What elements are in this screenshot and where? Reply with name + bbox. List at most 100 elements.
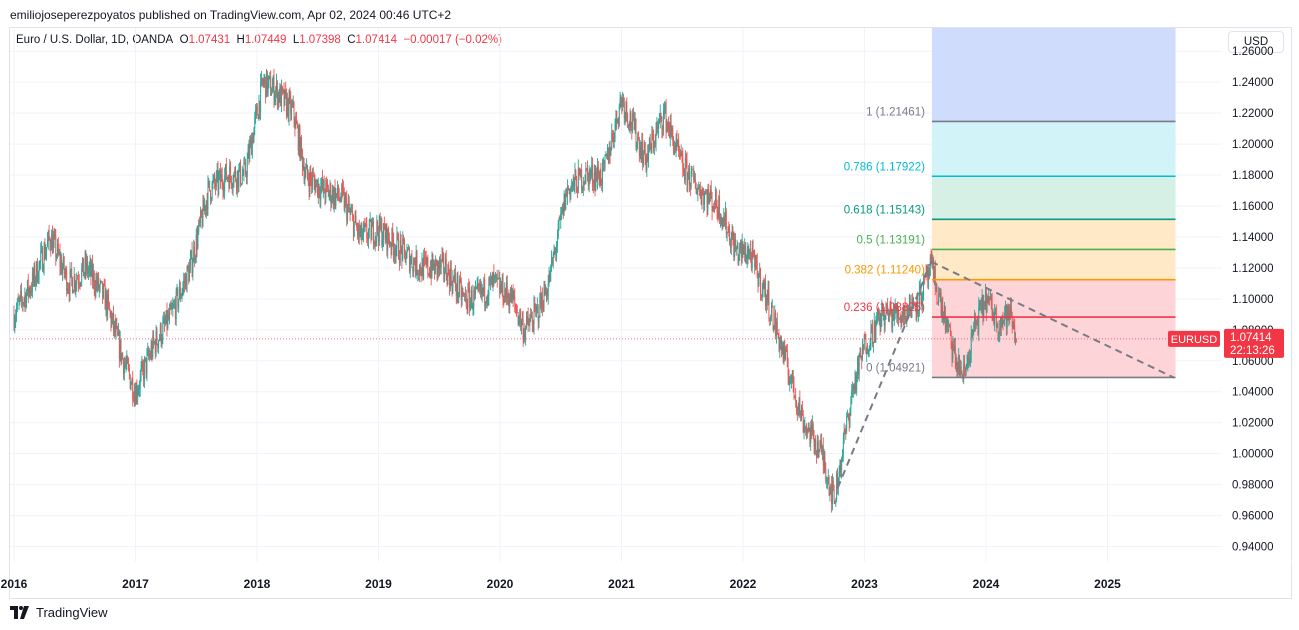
candle-body — [224, 175, 226, 192]
candle-body — [811, 424, 813, 433]
candle-body — [799, 398, 801, 413]
candle-body — [853, 385, 855, 390]
candle-body — [766, 295, 768, 302]
candle-body — [286, 93, 287, 116]
candle-body — [583, 181, 585, 183]
symbol-name[interactable]: Euro / U.S. Dollar, 1D, OANDA — [16, 34, 174, 46]
candle-body — [857, 358, 858, 374]
candle-body — [211, 183, 213, 199]
candle-body — [802, 414, 804, 433]
candle-body — [595, 171, 597, 188]
candle-body — [483, 279, 485, 293]
candle-body — [505, 289, 507, 299]
candle-body — [477, 284, 479, 285]
candle-body — [198, 220, 200, 232]
currency-button[interactable]: USD — [1228, 31, 1284, 53]
candle-body — [530, 315, 532, 320]
candle-body — [820, 441, 822, 442]
candle-body — [353, 221, 355, 236]
candle-body — [515, 303, 517, 309]
candle-body — [637, 137, 639, 144]
candle-body — [304, 175, 306, 181]
candle-body — [563, 194, 565, 216]
candle-body — [803, 426, 805, 433]
candle-body — [47, 231, 49, 241]
candle-body — [714, 208, 716, 210]
candle-body — [540, 294, 542, 307]
candle-body — [70, 268, 72, 271]
candle-body — [917, 293, 919, 314]
candle-body — [765, 295, 767, 307]
candle-body — [942, 305, 944, 321]
candle-body — [975, 321, 977, 326]
candle-body — [63, 257, 65, 274]
candle-body — [409, 261, 411, 272]
candle-body — [729, 229, 731, 245]
candle-body — [286, 98, 288, 116]
candle-body — [370, 220, 372, 241]
candle-body — [621, 98, 623, 107]
candle-body — [643, 153, 644, 165]
candle-body — [392, 228, 394, 242]
candle-body — [239, 162, 241, 170]
candle-body — [38, 262, 40, 280]
candle-body — [245, 174, 247, 177]
candle-body — [922, 298, 924, 301]
candle-body — [652, 133, 654, 137]
candle-body — [892, 312, 894, 328]
candle-body — [864, 335, 866, 339]
candle-body — [64, 273, 66, 275]
candle-body — [805, 426, 807, 431]
candle-body — [455, 287, 457, 296]
candle-body — [194, 257, 196, 260]
candle-body — [480, 283, 482, 294]
candle-body — [26, 292, 27, 307]
candle-body — [74, 275, 76, 289]
candle-body — [43, 246, 45, 270]
candle-body — [723, 216, 725, 223]
candle-body — [426, 258, 428, 264]
candle-body — [230, 166, 231, 177]
candle-body — [362, 234, 364, 240]
candle-body — [648, 138, 650, 151]
candle-body — [144, 357, 146, 361]
candle-body — [377, 221, 379, 233]
candle-body — [27, 280, 29, 295]
candle-body — [449, 273, 451, 288]
candle-body — [597, 166, 599, 177]
candle-body — [187, 266, 189, 270]
candle-body — [856, 373, 858, 391]
candle-body — [87, 270, 89, 274]
candle-body — [296, 124, 298, 127]
candle-body — [422, 259, 424, 279]
candle-body — [510, 287, 512, 304]
candle-body — [1013, 324, 1015, 327]
candle-body — [51, 233, 53, 251]
tradingview-logo[interactable]: TradingView — [10, 605, 108, 620]
candle-body — [909, 295, 911, 316]
candle-body — [434, 263, 435, 275]
candle-body — [665, 104, 667, 132]
candle-body — [617, 119, 619, 125]
candle-body — [193, 246, 195, 263]
candle-body — [233, 173, 235, 184]
candle-body — [361, 223, 363, 240]
candle-body — [891, 312, 893, 328]
candle-body — [952, 344, 954, 359]
candle-body — [285, 89, 287, 94]
candle-body — [321, 178, 323, 187]
candle-body — [966, 363, 968, 366]
candle-body — [904, 305, 906, 319]
candle-body — [630, 113, 632, 127]
candle-body — [152, 335, 154, 357]
candle-body — [506, 282, 508, 297]
candle-body — [364, 224, 366, 228]
candle-body — [773, 326, 775, 330]
candle-body — [182, 286, 184, 293]
candle-body — [638, 137, 639, 140]
candle-body — [232, 183, 234, 188]
candle-body — [498, 277, 500, 279]
candle-body — [951, 346, 953, 359]
candle-body — [237, 170, 239, 187]
